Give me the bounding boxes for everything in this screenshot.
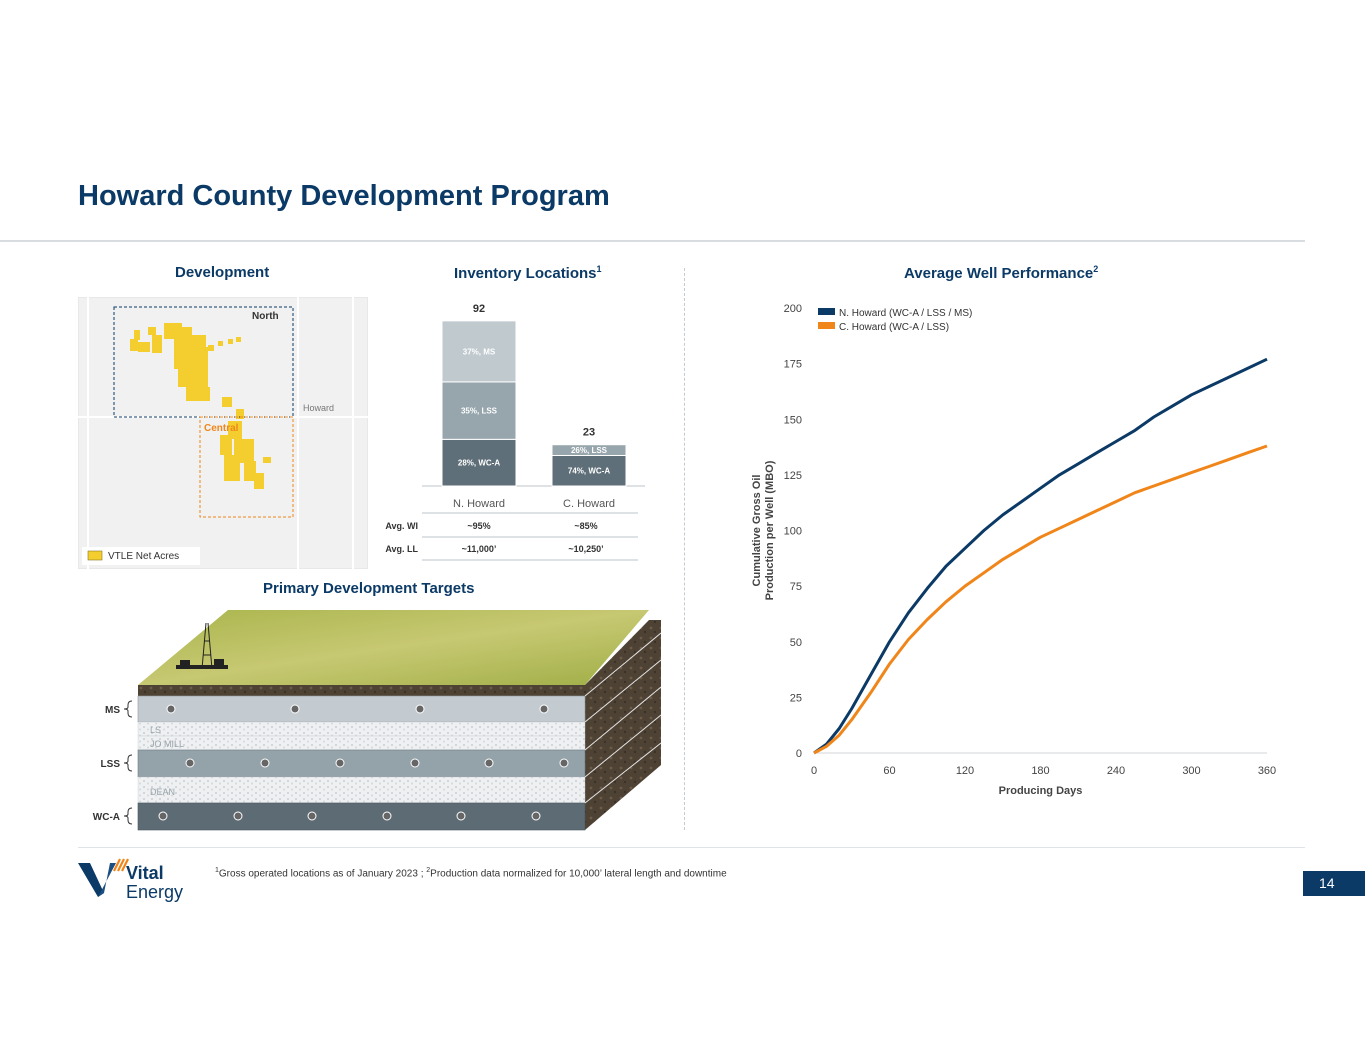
block-side <box>585 620 661 830</box>
bar-total-label: 23 <box>583 427 595 439</box>
y-tick-label: 50 <box>790 637 802 649</box>
row-label-avg-ll: Avg. LL <box>385 544 418 554</box>
logo-mark-icon <box>78 863 104 897</box>
legend-label-1: N. Howard (WC-A / LSS / MS) <box>839 308 972 319</box>
inventory-title: Inventory Locations1 <box>454 264 602 282</box>
layer-wc-a <box>137 802 586 831</box>
surface-grass <box>138 610 649 685</box>
category-label-c-howard: C. Howard <box>563 498 615 510</box>
legend-swatch <box>87 550 103 561</box>
layer-jo-mill <box>137 735 586 751</box>
map-label-county: Howard <box>303 403 334 413</box>
y-tick-label: 100 <box>784 526 802 538</box>
y-tick-label: 25 <box>790 692 802 704</box>
layer-label-jo-mill: JO MILL <box>150 739 184 749</box>
bar-segment-label: 37%, MS <box>463 347 496 356</box>
bar-segment-label: 26%, LSS <box>571 446 608 455</box>
bracket-label-ms: MS <box>105 705 120 716</box>
net-acres-shapes <box>130 323 271 489</box>
x-tick-label: 180 <box>1031 765 1049 777</box>
layer-dean <box>137 776 586 804</box>
page-title: Howard County Development Program <box>78 180 610 212</box>
footnote: 1Gross operated locations as of January … <box>215 867 727 880</box>
legend-swatch-2 <box>818 322 835 329</box>
section-divider <box>684 268 685 830</box>
y-axis-label: Cumulative Gross OilProduction per Well … <box>751 460 776 600</box>
bar-segment-label: 35%, LSS <box>461 407 498 416</box>
drilling-rig-icon <box>176 622 228 670</box>
development-title: Development <box>175 264 270 281</box>
y-tick-label: 75 <box>790 581 802 593</box>
wellbore-dots <box>158 704 569 821</box>
legend-label-2: C. Howard (WC-A / LSS) <box>839 322 949 333</box>
logo-text-energy: Energy <box>126 882 183 902</box>
bar-segment-lss-1 <box>441 381 517 440</box>
map-legend-label: VTLE Net Acres <box>108 551 179 562</box>
layer-ms <box>137 695 586 723</box>
cell-wi-n-howard: ~95% <box>467 521 490 531</box>
y-tick-label: 0 <box>796 748 802 760</box>
x-tick-label: 60 <box>883 765 895 777</box>
map-label-central: Central <box>204 423 239 434</box>
cell-ll-c-howard: ~10,250’ <box>568 544 603 554</box>
y-tick-label: 150 <box>784 414 802 426</box>
targets-diagram: LS JO MILL DEAN MS LSS WC-A <box>93 610 662 831</box>
layer-label-ls: LS <box>150 725 161 735</box>
bar-segment-ms-1 <box>441 320 517 383</box>
x-axis-label: Producing Days <box>999 785 1083 797</box>
inventory-table: N. Howard C. Howard Avg. WI ~95% ~85% Av… <box>385 498 638 561</box>
x-tick-label: 360 <box>1258 765 1276 777</box>
bracket-label-wc-a: WC-A <box>93 812 120 823</box>
performance-title: Average Well Performance2 <box>904 264 1099 282</box>
bar-total-label: 92 <box>473 303 485 315</box>
category-label-n-howard: N. Howard <box>453 498 505 510</box>
footer-divider <box>78 847 1305 848</box>
layer-label-dean: DEAN <box>150 787 175 797</box>
legend-swatch-1 <box>818 308 835 315</box>
row-label-avg-wi: Avg. WI <box>385 521 418 531</box>
x-tick-label: 300 <box>1182 765 1200 777</box>
target-brackets <box>123 700 133 825</box>
series-line-1 <box>813 357 1268 755</box>
inventory-chart: 28%, WC-A 35%, LSS 37%, MS 92 74%, WC-A 26%, … <box>422 303 645 487</box>
x-tick-label: 240 <box>1107 765 1125 777</box>
page-number: 14 <box>1303 871 1365 896</box>
bracket-label-lss: LSS <box>101 759 121 770</box>
development-map: North Central Howard VTLE Net Acres <box>78 297 368 569</box>
layer-lss <box>137 749 586 778</box>
bar-segment-wc-a-2 <box>551 454 627 487</box>
cell-ll-n-howard: ~11,000’ <box>462 544 497 554</box>
vital-energy-logo: Vital Energy <box>78 858 183 902</box>
targets-title: Primary Development Targets <box>263 580 475 597</box>
cell-wi-c-howard: ~85% <box>574 521 597 531</box>
logo-text-vital: Vital <box>126 863 164 883</box>
y-tick-label: 125 <box>784 470 802 482</box>
bar-segment-label: 28%, WC-A <box>458 459 500 468</box>
x-tick-label: 0 <box>811 765 817 777</box>
y-tick-label: 175 <box>784 359 802 371</box>
map-label-north: North <box>252 311 279 322</box>
y-tick-label: 200 <box>784 303 802 315</box>
x-tick-label: 120 <box>956 765 974 777</box>
performance-chart: 0 25 50 75 100 125 150 175 200 0 60 120 180 240 300 360… <box>751 303 1276 797</box>
layer-ls <box>137 721 586 737</box>
bar-segment-lss-2 <box>551 444 627 456</box>
title-divider <box>0 240 1305 242</box>
bar-segment-label: 74%, WC-A <box>568 467 610 476</box>
series-line-2 <box>813 444 1268 755</box>
